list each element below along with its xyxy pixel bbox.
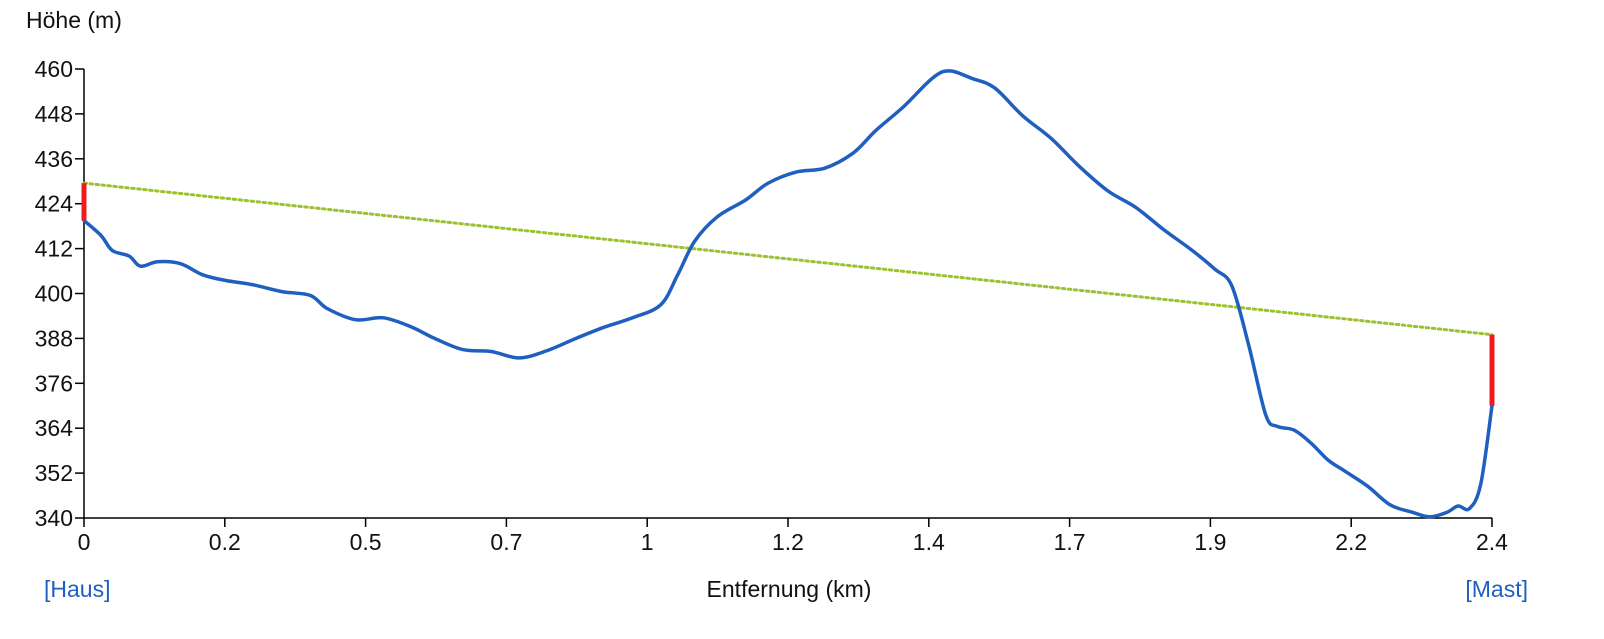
x-tick-label: 1.7 [1054,529,1086,555]
y-tick-label: 400 [35,281,73,307]
y-tick-label: 352 [35,460,73,486]
endpoint-markers [81,183,1495,406]
x-tick-label: 2.2 [1335,529,1367,555]
x-tick-label: 1 [641,529,654,555]
y-tick-label: 460 [35,56,73,82]
x-axis-ticks: 0 0.2 0.5 0.7 1 1.2 1.4 1.7 1.9 2.2 2.4 [78,518,1508,555]
x-tick-label: 0 [78,529,91,555]
y-tick-label: 340 [35,505,73,531]
series-layer [82,69,1494,519]
y-tick-label: 424 [35,191,74,217]
y-tick-label: 376 [35,370,73,396]
y-tick-label: 448 [35,101,73,127]
x-tick-label: 0.2 [209,529,241,555]
terrain-profile-line [82,69,1494,519]
y-tick-label: 364 [35,415,74,441]
end-endpoint-link[interactable]: [Mast] [1465,576,1528,602]
start-endpoint-link[interactable]: [Haus] [44,576,110,602]
x-tick-label: 1.9 [1194,529,1226,555]
line-of-sight-line [82,181,1494,337]
x-tick-label: 1.4 [913,529,945,555]
x-tick-label: 2.4 [1476,529,1508,555]
x-tick-label: 1.2 [772,529,804,555]
y-axis-ticks: 340 352 364 376 388 400 412 424 436 448 460 [35,56,84,531]
x-tick-label: 0.7 [490,529,522,555]
x-tick-label: 0.5 [350,529,382,555]
x-axis-title: Entfernung (km) [707,576,872,602]
y-tick-label: 436 [35,146,73,172]
y-tick-label: 388 [35,325,73,351]
y-axis-title: Höhe (m) [26,7,122,33]
y-tick-label: 412 [35,236,73,262]
